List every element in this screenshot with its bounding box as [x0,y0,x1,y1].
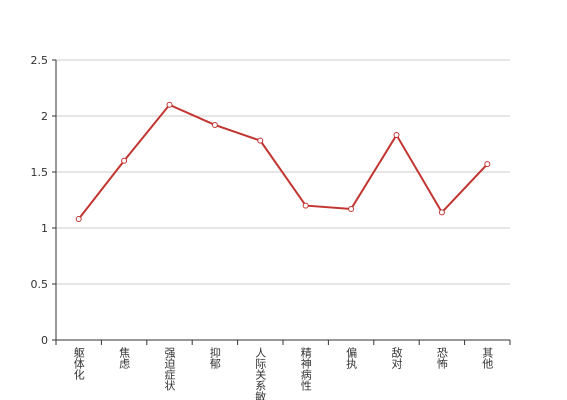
point [75,216,82,223]
point [211,121,218,128]
point [438,209,445,216]
x-tick-label: 精神病性 [299,347,312,392]
y-tick-label: 1 [41,222,48,235]
point [348,205,355,212]
point [166,101,173,108]
y-tick-label: 0.5 [31,278,49,291]
x-tick-label: 恐怖 [435,347,448,369]
x-tick-label: 人际关系敏感 [254,347,267,400]
x-tick-label: 焦虑 [118,347,131,369]
y-tick-label: 1.5 [31,166,49,179]
y-tick-label: 2 [41,110,48,123]
point [121,157,128,164]
x-tick-label: 躯体化 [72,347,85,381]
x-tick-label: 其他 [481,347,494,369]
point [393,132,400,139]
point [484,161,491,168]
line [77,103,489,220]
y-tick-label: 0 [41,334,48,347]
point [302,202,309,209]
point [257,137,264,144]
y-tick-label: 2.5 [31,54,49,67]
x-tick-label: 抑郁 [208,346,221,369]
x-tick-label: 敌对 [390,346,403,369]
x-tick-label: 强迫症状 [163,347,176,391]
x-tick-label: 偏执 [345,346,358,370]
